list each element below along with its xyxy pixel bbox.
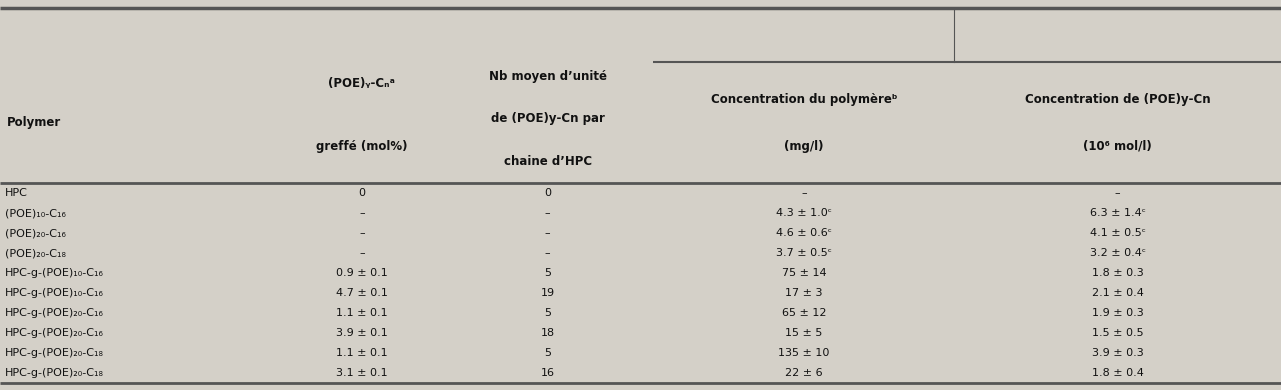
Text: 0: 0 [359,188,365,198]
Text: HPC-g-(POE)₂₀-C₁₈: HPC-g-(POE)₂₀-C₁₈ [5,348,104,358]
Text: 3.1 ± 0.1: 3.1 ± 0.1 [336,368,388,378]
Text: –: – [544,228,551,238]
Text: Polymer: Polymer [6,116,60,129]
Text: 0: 0 [544,188,551,198]
Text: HPC: HPC [5,188,28,198]
Text: Concentration de (POE)y-Cn: Concentration de (POE)y-Cn [1025,93,1211,106]
Text: –: – [359,228,365,238]
Text: 5: 5 [544,268,551,278]
Text: 65 ± 12: 65 ± 12 [781,308,826,318]
Text: 3.9 ± 0.1: 3.9 ± 0.1 [336,328,388,338]
Text: HPC-g-(POE)₂₀-C₁₆: HPC-g-(POE)₂₀-C₁₆ [5,328,104,338]
Text: 4.7 ± 0.1: 4.7 ± 0.1 [336,288,388,298]
Text: Concentration du polymèreᵇ: Concentration du polymèreᵇ [711,93,897,106]
Text: HPC-g-(POE)₂₀-C₁₆: HPC-g-(POE)₂₀-C₁₆ [5,308,104,318]
Text: 5: 5 [544,308,551,318]
Text: –: – [359,208,365,218]
Text: 1.1 ± 0.1: 1.1 ± 0.1 [336,348,388,358]
Text: Nb moyen d’unité: Nb moyen d’unité [488,69,607,83]
Text: 75 ± 14: 75 ± 14 [781,268,826,278]
Text: 4.1 ± 0.5ᶜ: 4.1 ± 0.5ᶜ [1090,228,1145,238]
Text: 4.3 ± 1.0ᶜ: 4.3 ± 1.0ᶜ [776,208,831,218]
Text: 6.3 ± 1.4ᶜ: 6.3 ± 1.4ᶜ [1090,208,1145,218]
Text: 3.2 ± 0.4ᶜ: 3.2 ± 0.4ᶜ [1090,248,1145,258]
Text: –: – [1114,188,1121,198]
Text: (POE)₁₀-C₁₆: (POE)₁₀-C₁₆ [5,208,67,218]
Text: chaine d’HPC: chaine d’HPC [503,155,592,168]
Text: 22 ± 6: 22 ± 6 [785,368,822,378]
Text: 0.9 ± 0.1: 0.9 ± 0.1 [336,268,388,278]
Text: (mg/l): (mg/l) [784,140,824,153]
Text: 1.5 ± 0.5: 1.5 ± 0.5 [1091,328,1144,338]
Text: 5: 5 [544,348,551,358]
Text: –: – [544,248,551,258]
Text: HPC-g-(POE)₁₀-C₁₆: HPC-g-(POE)₁₀-C₁₆ [5,288,104,298]
Text: (10⁶ mol/l): (10⁶ mol/l) [1084,140,1152,153]
Text: 135 ± 10: 135 ± 10 [778,348,830,358]
Text: 15 ± 5: 15 ± 5 [785,328,822,338]
Text: HPC-g-(POE)₂₀-C₁₈: HPC-g-(POE)₂₀-C₁₈ [5,368,104,378]
Text: 2.1 ± 0.4: 2.1 ± 0.4 [1091,288,1144,298]
Text: 18: 18 [541,328,555,338]
Text: 3.9 ± 0.3: 3.9 ± 0.3 [1091,348,1144,358]
Text: 4.6 ± 0.6ᶜ: 4.6 ± 0.6ᶜ [776,228,831,238]
Text: –: – [544,208,551,218]
Text: 1.1 ± 0.1: 1.1 ± 0.1 [336,308,388,318]
Text: –: – [801,188,807,198]
Text: 19: 19 [541,288,555,298]
Text: greffé (mol%): greffé (mol%) [316,140,407,153]
Text: –: – [359,248,365,258]
Text: (POE)ᵧ-Cₙᵃ: (POE)ᵧ-Cₙᵃ [328,77,396,90]
Text: (POE)₂₀-C₁₈: (POE)₂₀-C₁₈ [5,248,67,258]
Text: 17 ± 3: 17 ± 3 [785,288,822,298]
Text: 1.9 ± 0.3: 1.9 ± 0.3 [1091,308,1144,318]
Text: (POE)₂₀-C₁₆: (POE)₂₀-C₁₆ [5,228,67,238]
Text: 1.8 ± 0.3: 1.8 ± 0.3 [1091,268,1144,278]
Text: HPC-g-(POE)₁₀-C₁₆: HPC-g-(POE)₁₀-C₁₆ [5,268,104,278]
Text: de (POE)y-Cn par: de (POE)y-Cn par [491,112,605,126]
Text: 16: 16 [541,368,555,378]
Text: 3.7 ± 0.5ᶜ: 3.7 ± 0.5ᶜ [776,248,831,258]
Text: 1.8 ± 0.4: 1.8 ± 0.4 [1091,368,1144,378]
